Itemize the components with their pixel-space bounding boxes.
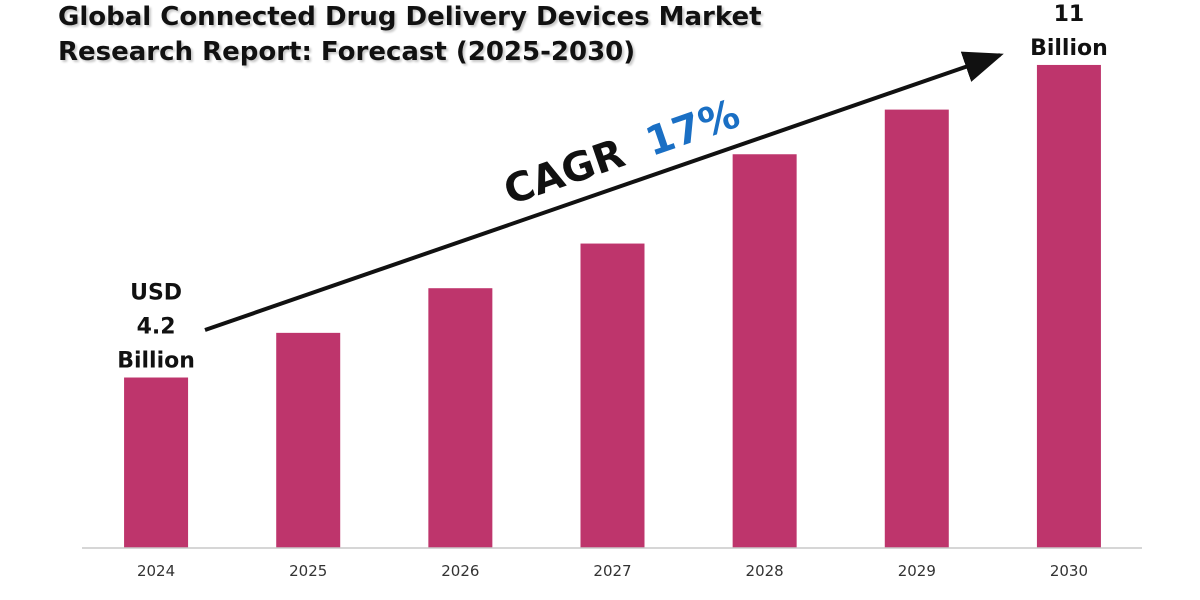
- x-tick-label: 2026: [441, 562, 479, 580]
- bar-2026: [428, 288, 493, 548]
- cagr-trend-arrow: [204, 51, 1004, 332]
- chart-title-line-2: Research Report: Forecast (2025-2030): [58, 37, 636, 67]
- x-tick-label: 2028: [746, 562, 784, 580]
- value-label-2024: 4.2: [137, 315, 176, 340]
- bar-2027: [580, 243, 645, 549]
- x-tick-label: 2025: [289, 562, 327, 580]
- x-tick-label: 2024: [137, 562, 175, 580]
- bar-2029: [884, 109, 949, 548]
- bars-layer: [124, 64, 1101, 549]
- x-tick-label: 2027: [593, 562, 631, 580]
- chart-title-line-1: Global Connected Drug Delivery Devices M…: [58, 2, 762, 32]
- cagr-label: CAGR 17%: [498, 91, 745, 214]
- value-label-2030: Billion: [1030, 36, 1108, 61]
- bar-2030: [1036, 64, 1101, 548]
- x-tick-label: 2030: [1050, 562, 1088, 580]
- bar-2024: [124, 377, 189, 548]
- bar-2028: [732, 154, 797, 549]
- cagr-label-text: CAGR: [498, 131, 630, 215]
- x-tick-label: 2029: [898, 562, 936, 580]
- value-label-2024: USD: [130, 281, 182, 306]
- value-label-2030: 11: [1054, 2, 1085, 27]
- cagr-value: 17%: [640, 91, 746, 166]
- bar-2025: [276, 332, 341, 548]
- value-label-2024: Billion: [117, 349, 195, 374]
- x-axis-ticks: 2024 2025 2026 2027 2028 2029 2030: [137, 562, 1088, 580]
- chart-title: Global Connected Drug Delivery Devices M…: [58, 0, 958, 70]
